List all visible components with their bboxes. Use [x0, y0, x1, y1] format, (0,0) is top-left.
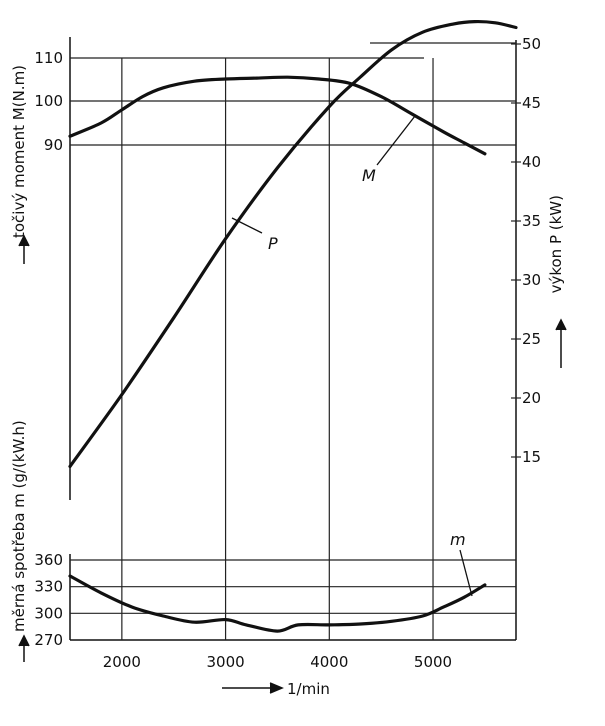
power-axis-title: výkon P (kW)	[547, 195, 565, 293]
consumption-tick-label-330: 330	[34, 578, 63, 596]
torque-axis-arrow	[18, 234, 30, 264]
torque-tick-label-100: 100	[34, 92, 63, 110]
leader-line-power	[231, 217, 263, 234]
consumption-tick-label-270: 270	[34, 631, 63, 649]
torque-tick-label-110: 110	[34, 49, 63, 67]
power-tick-label-50: 50	[522, 35, 541, 53]
consumption-axis-title: měrná spotřeba m (g/(kW.h)	[10, 420, 28, 632]
curve-label-m-torque: M	[362, 166, 376, 185]
x-tick-label-4000: 4000	[310, 653, 348, 671]
consumption-axis-arrow	[18, 634, 30, 662]
power-tick-label-25: 25	[522, 330, 541, 348]
x-tick-label-2000: 2000	[103, 653, 141, 671]
grid-lines	[69, 37, 521, 641]
power-curve-P	[68, 19, 518, 468]
x-tick-label-3000: 3000	[206, 653, 244, 671]
power-tick-label-15: 15	[522, 448, 541, 466]
power-tick-label-45: 45	[522, 94, 541, 112]
x-tick-label-5000: 5000	[414, 653, 452, 671]
curve-label-m-consumption: m	[450, 530, 466, 549]
torque-tick-label-90: 90	[44, 136, 63, 154]
consumption-tick-label-300: 300	[34, 604, 63, 622]
leader-line-torque	[376, 115, 416, 166]
power-tick-label-20: 20	[522, 389, 541, 407]
tick-labels: 2000 3000 4000 5000 90 100 110 270 300 330 360 15 20…	[34, 35, 541, 671]
consumption-tick-label-360: 360	[34, 551, 63, 569]
curves	[68, 19, 518, 633]
power-tick-label-35: 35	[522, 212, 541, 230]
consumption-curve-m	[68, 574, 487, 633]
curve-label-p-power: P	[268, 234, 278, 253]
leader-line-consumption	[459, 549, 473, 597]
power-tick-label-40: 40	[522, 153, 541, 171]
power-axis-arrow	[555, 318, 567, 368]
torque-curve-M	[68, 75, 487, 156]
power-tick-label-30: 30	[522, 271, 541, 289]
torque-axis-title: točivý moment M(N.m)	[10, 65, 28, 238]
x-axis-title: 1/min	[287, 680, 330, 698]
x-axis-arrow	[222, 682, 284, 694]
